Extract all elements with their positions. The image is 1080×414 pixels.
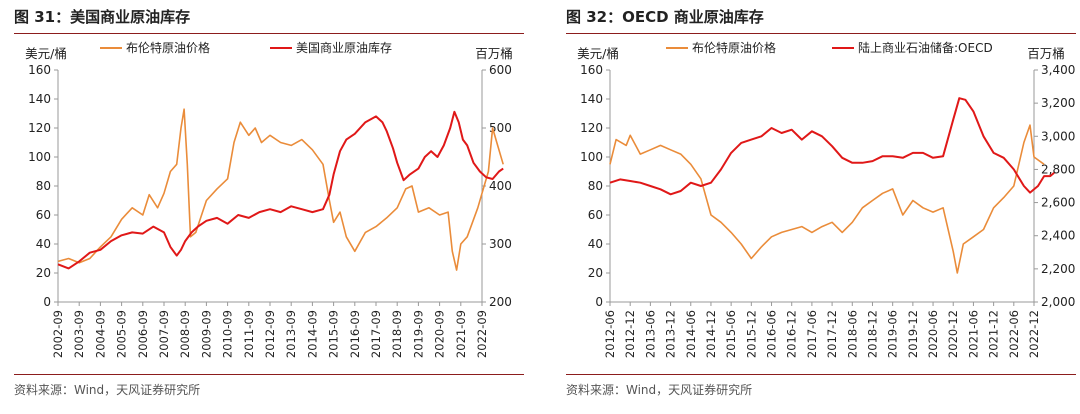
chart-title: 图 31：美国商业原油库存 [14, 8, 191, 26]
x-tick-label: 2022-09 [475, 310, 489, 358]
title-rule [566, 33, 1076, 34]
x-tick-label: 2020-06 [926, 310, 940, 358]
x-tick-label: 2017-12 [825, 310, 839, 358]
series-line-brent [609, 124, 1045, 274]
x-tick-label: 2015-12 [744, 310, 758, 358]
x-tick-label: 2018-06 [845, 310, 859, 358]
x-tick-label: 2019-12 [906, 310, 920, 358]
left-tick-label: 100 [580, 150, 603, 164]
left-axis-unit: 美元/桶 [25, 46, 67, 61]
left-tick-label: 20 [36, 266, 51, 280]
title-rule [14, 33, 524, 34]
x-tick-label: 2012-09 [263, 310, 277, 358]
left-tick-label: 20 [588, 266, 603, 280]
x-tick-label: 2011-09 [242, 310, 256, 358]
x-tick-label: 2016-12 [785, 310, 799, 358]
x-tick-label: 2012-06 [603, 310, 617, 358]
left-tick-label: 40 [36, 237, 51, 251]
x-tick-label: 2019-06 [886, 310, 900, 358]
x-tick-label: 2012-12 [623, 310, 637, 358]
x-tick-label: 2021-06 [966, 310, 980, 358]
right-tick-label: 2,400 [1041, 229, 1075, 243]
x-tick-label: 2002-09 [51, 310, 65, 358]
legend-label-brent: 布伦特原油价格 [692, 40, 776, 55]
left-tick-label: 80 [588, 179, 603, 193]
x-tick-label: 2015-06 [724, 310, 738, 358]
right-tick-label: 3,400 [1041, 63, 1075, 77]
source-rule [566, 374, 1076, 375]
source-note: 资料来源：Wind，天风证券研究所 [566, 383, 753, 397]
x-tick-label: 2018-09 [390, 310, 404, 358]
chart-panel-2: 图 32：OECD 商业原油库存 0 20 40 60 80 100 120 140 160 2,… [566, 0, 1080, 414]
right-tick-label: 200 [489, 295, 512, 309]
source-rule [14, 374, 524, 375]
right-axis-unit: 百万桶 [1027, 46, 1065, 61]
chart-panel-1: 图 31：美国商业原油库存 0 20 40 60 80 100 120 140 160 200 30… [14, 0, 539, 414]
series-line-brent [57, 108, 504, 271]
left-axis-unit: 美元/桶 [577, 46, 619, 61]
left-tick-label: 140 [580, 92, 603, 106]
x-tick-label: 2022-12 [1027, 310, 1041, 358]
legend-label-inventory: 美国商业原油库存 [296, 40, 392, 55]
x-tick-label: 2017-06 [805, 310, 819, 358]
right-tick-label: 2,600 [1041, 196, 1075, 210]
left-tick-label: 0 [43, 295, 51, 309]
legend-label-brent: 布伦特原油价格 [126, 40, 210, 55]
x-tick-label: 2006-09 [136, 310, 150, 358]
series-line-inventory [57, 110, 504, 270]
right-tick-label: 2,000 [1041, 295, 1075, 309]
x-tick-label: 2018-12 [865, 310, 879, 358]
x-tick-label: 2019-09 [411, 310, 425, 358]
x-tick-label: 2013-12 [664, 310, 678, 358]
right-tick-label: 500 [489, 121, 512, 135]
x-tick-label: 2016-06 [765, 310, 779, 358]
x-tick-label: 2020-09 [433, 310, 447, 358]
x-tick-label: 2017-09 [369, 310, 383, 358]
left-tick-label: 120 [28, 121, 51, 135]
x-tick-label: 2016-09 [348, 310, 362, 358]
x-tick-label: 2003-09 [72, 310, 86, 358]
right-tick-label: 2,800 [1041, 162, 1075, 176]
right-tick-label: 3,200 [1041, 96, 1075, 110]
x-tick-label: 2004-09 [93, 310, 107, 358]
x-tick-label: 2013-09 [284, 310, 298, 358]
x-tick-label: 2007-09 [157, 310, 171, 358]
x-tick-label: 2015-09 [327, 310, 341, 358]
x-tick-label: 2021-09 [454, 310, 468, 358]
legend-label-inventory: 陆上商业石油储备:OECD [858, 40, 993, 55]
series-line-inventory [609, 97, 1055, 196]
left-tick-label: 120 [580, 121, 603, 135]
left-tick-label: 60 [588, 208, 603, 222]
chart-2-plot: 0 20 40 60 80 100 120 140 160 2,000 2,200 2,400 2,60… [577, 40, 1075, 358]
left-tick-label: 100 [28, 150, 51, 164]
x-tick-label: 2022-06 [1007, 310, 1021, 358]
chart-1-plot: 0 20 40 60 80 100 120 140 160 200 300 400 500 600 2002… [25, 40, 513, 358]
right-tick-label: 2,200 [1041, 262, 1075, 276]
x-tick-label: 2005-09 [115, 310, 129, 358]
left-tick-label: 40 [588, 237, 603, 251]
x-tick-label: 2009-09 [199, 310, 213, 358]
left-tick-label: 80 [36, 179, 51, 193]
x-tick-label: 2014-12 [704, 310, 718, 358]
x-tick-label: 2021-12 [987, 310, 1001, 358]
right-tick-label: 300 [489, 237, 512, 251]
x-tick-label: 2013-06 [643, 310, 657, 358]
right-tick-label: 600 [489, 63, 512, 77]
left-tick-label: 140 [28, 92, 51, 106]
left-tick-label: 0 [595, 295, 603, 309]
left-tick-label: 160 [28, 63, 51, 77]
source-note: 资料来源：Wind，天风证券研究所 [14, 383, 201, 397]
x-tick-label: 2014-06 [684, 310, 698, 358]
x-tick-label: 2008-09 [178, 310, 192, 358]
right-axis-unit: 百万桶 [475, 46, 513, 61]
right-tick-label: 400 [489, 179, 512, 193]
x-tick-label: 2010-09 [221, 310, 235, 358]
x-tick-label: 2020-12 [946, 310, 960, 358]
right-tick-label: 3,000 [1041, 129, 1075, 143]
x-tick-label: 2014-09 [305, 310, 319, 358]
left-tick-label: 60 [36, 208, 51, 222]
left-tick-label: 160 [580, 63, 603, 77]
chart-title: 图 32：OECD 商业原油库存 [566, 8, 764, 26]
